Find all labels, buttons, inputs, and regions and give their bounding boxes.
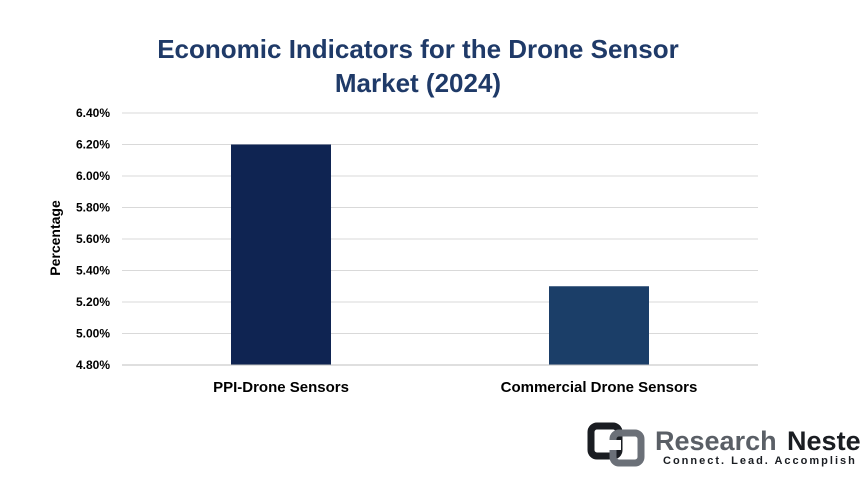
- y-tick-label: 5.20%: [76, 295, 110, 309]
- y-tick-label: 4.80%: [76, 358, 110, 372]
- gridlines: [122, 112, 758, 334]
- bar: [549, 286, 649, 365]
- y-tick-label: 5.40%: [76, 264, 110, 278]
- y-axis-ticks: 4.80% 5.00% 5.20% 5.40% 5.60% 5.80% 6.00% 6.20%…: [76, 106, 110, 372]
- logo-tagline: Connect. Lead. Accomplish: [663, 455, 857, 467]
- x-category-label: PPI-Drone Sensors: [213, 379, 349, 396]
- bars: [231, 144, 649, 365]
- logo-mark-icon: [587, 422, 645, 467]
- y-tick-label: 6.00%: [76, 169, 110, 183]
- bar: [231, 144, 331, 365]
- y-tick-label: 5.80%: [76, 201, 110, 215]
- logo-name: Research Nester: [655, 426, 862, 456]
- x-category-label: Commercial Drone Sensors: [501, 379, 698, 396]
- y-axis-title: Percentage: [47, 200, 63, 276]
- x-axis-categories: PPI-Drone Sensors Commercial Drone Sensor…: [213, 379, 697, 396]
- y-tick-label: 6.20%: [76, 138, 110, 152]
- y-tick-label: 5.60%: [76, 232, 110, 246]
- y-tick-label: 6.40%: [76, 106, 110, 120]
- brand-logo: Research Nester Connect. Lead. Accomplis…: [587, 422, 862, 467]
- chart-title-line-1: Economic Indicators for the Drone Sensor: [157, 34, 679, 64]
- y-tick-label: 5.00%: [76, 327, 110, 341]
- chart-title-line-2: Market (2024): [335, 68, 501, 98]
